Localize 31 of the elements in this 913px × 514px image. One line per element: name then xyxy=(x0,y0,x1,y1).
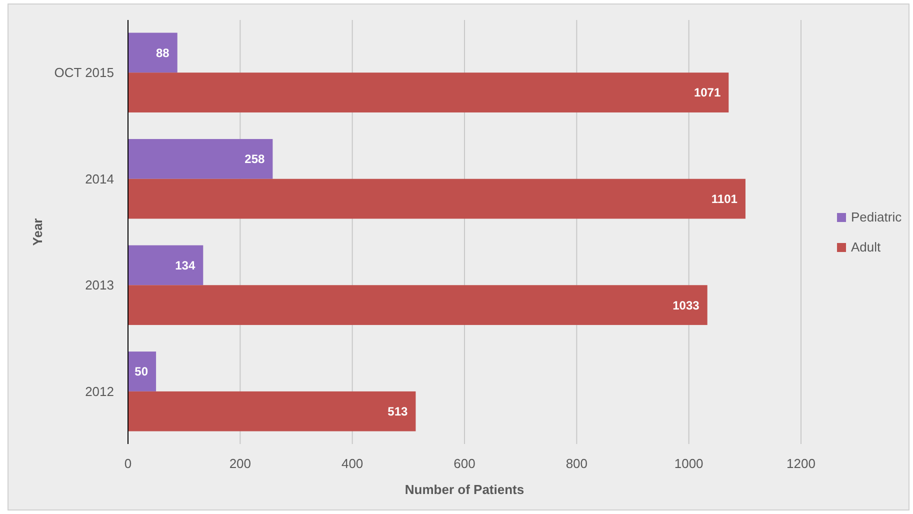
x-tick-label: 200 xyxy=(229,456,252,471)
data-label: 1033 xyxy=(672,298,700,312)
bar xyxy=(128,352,156,392)
data-label: 50 xyxy=(134,364,148,379)
data-label: 258 xyxy=(244,152,266,166)
bar xyxy=(128,245,204,286)
data-label: 1101 xyxy=(711,192,738,206)
y-tick-label: 2014 xyxy=(85,171,114,186)
x-axis-title: Number of Patients xyxy=(404,482,524,497)
bar xyxy=(128,72,729,112)
x-tick-label: 1000 xyxy=(674,456,704,471)
y-tick-label: 2012 xyxy=(85,384,114,399)
x-tick-label: 800 xyxy=(566,456,588,471)
bar xyxy=(128,285,708,325)
x-tick-label: 1200 xyxy=(786,456,816,471)
y-axis-title: Year xyxy=(30,218,45,246)
legend-label: Pediatric xyxy=(851,210,902,225)
bar xyxy=(128,139,273,179)
data-label: 134 xyxy=(175,258,196,272)
legend-label: Adult xyxy=(851,240,882,255)
data-label: 513 xyxy=(388,404,408,419)
data-label: 1071 xyxy=(694,86,721,100)
x-tick-label: 600 xyxy=(454,456,476,471)
bar xyxy=(128,391,416,432)
bar xyxy=(128,178,746,219)
bar xyxy=(128,32,178,73)
y-tick-label: OCT 2015 xyxy=(54,65,114,80)
data-label: 88 xyxy=(156,46,170,60)
x-tick-label: 400 xyxy=(341,456,364,471)
y-tick-label: 2013 xyxy=(85,278,114,293)
x-tick-label: 0 xyxy=(124,456,132,471)
